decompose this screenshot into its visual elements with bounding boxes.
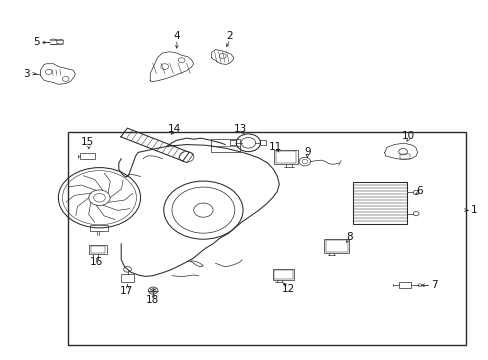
- Bar: [210, 139, 239, 152]
- Text: 6: 6: [415, 186, 422, 195]
- Text: 3: 3: [23, 69, 30, 79]
- Text: 14: 14: [167, 123, 181, 134]
- Bar: [230, 140, 236, 145]
- Text: 12: 12: [281, 284, 294, 294]
- Bar: [352, 182, 407, 224]
- Text: 5: 5: [33, 37, 40, 48]
- Bar: [274, 150, 297, 164]
- Bar: [91, 246, 105, 253]
- Text: 18: 18: [146, 295, 159, 305]
- Text: 11: 11: [269, 143, 282, 152]
- Bar: [89, 244, 107, 255]
- Bar: [121, 274, 134, 282]
- Bar: [275, 151, 296, 163]
- Bar: [272, 269, 294, 280]
- Text: 10: 10: [402, 131, 415, 141]
- Text: 17: 17: [119, 285, 132, 296]
- Bar: [68, 132, 465, 345]
- Bar: [90, 225, 108, 231]
- Text: 13: 13: [234, 123, 247, 134]
- Bar: [273, 270, 292, 279]
- Text: 4: 4: [173, 31, 180, 41]
- Bar: [260, 140, 265, 145]
- Text: 15: 15: [81, 137, 94, 147]
- Text: 1: 1: [470, 205, 477, 215]
- Bar: [399, 154, 409, 159]
- Bar: [325, 240, 347, 252]
- Bar: [324, 239, 349, 253]
- Text: 16: 16: [89, 257, 102, 267]
- Text: 7: 7: [430, 280, 436, 290]
- Text: 9: 9: [304, 147, 310, 157]
- Bar: [80, 153, 95, 159]
- Bar: [398, 283, 410, 288]
- Text: 8: 8: [346, 233, 352, 242]
- Text: 2: 2: [226, 31, 233, 41]
